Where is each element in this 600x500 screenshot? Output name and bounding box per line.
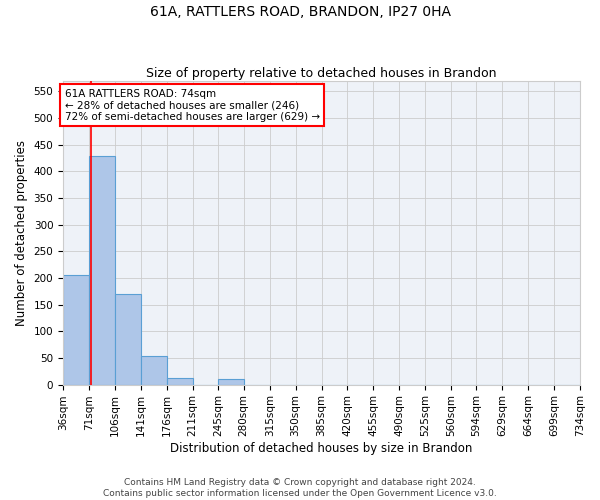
Bar	[141, 356, 167, 384]
Title: Size of property relative to detached houses in Brandon: Size of property relative to detached ho…	[146, 66, 497, 80]
Bar	[115, 294, 141, 384]
Bar	[63, 275, 89, 384]
Bar	[218, 380, 244, 384]
Text: Contains HM Land Registry data © Crown copyright and database right 2024.
Contai: Contains HM Land Registry data © Crown c…	[103, 478, 497, 498]
Bar	[167, 378, 193, 384]
Text: 61A, RATTLERS ROAD, BRANDON, IP27 0HA: 61A, RATTLERS ROAD, BRANDON, IP27 0HA	[149, 5, 451, 19]
Text: 61A RATTLERS ROAD: 74sqm
← 28% of detached houses are smaller (246)
72% of semi-: 61A RATTLERS ROAD: 74sqm ← 28% of detach…	[65, 88, 320, 122]
Y-axis label: Number of detached properties: Number of detached properties	[15, 140, 28, 326]
Bar	[89, 156, 115, 384]
X-axis label: Distribution of detached houses by size in Brandon: Distribution of detached houses by size …	[170, 442, 473, 455]
